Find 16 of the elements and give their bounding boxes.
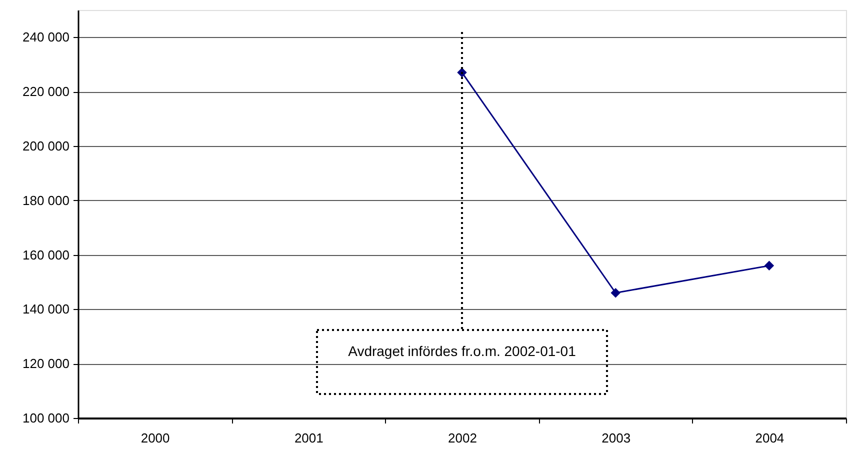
y-tick-label: 180 000 [22, 192, 70, 208]
x-tick-label: 2003 [602, 430, 631, 446]
x-tick-label: 2004 [755, 430, 784, 446]
ref-line-label: Avdraget infördes fr.o.m. 2002-01-01 [348, 343, 576, 359]
x-tick-label: 2000 [140, 430, 170, 446]
y-tick-label: 220 000 [22, 84, 70, 100]
y-tick-label: 120 000 [22, 356, 70, 372]
y-tick-label: 200 000 [22, 138, 70, 154]
point [764, 260, 774, 271]
y-tick-label: 160 000 [22, 247, 70, 262]
x-tick-label: 2002 [448, 430, 477, 446]
y-tick-label: 100 000 [22, 410, 70, 426]
y-tick-label: 240 000 [22, 30, 70, 45]
x-tick-label: 2001 [294, 430, 324, 446]
point [610, 288, 620, 298]
y-tick-label: 140 000 [22, 302, 70, 317]
